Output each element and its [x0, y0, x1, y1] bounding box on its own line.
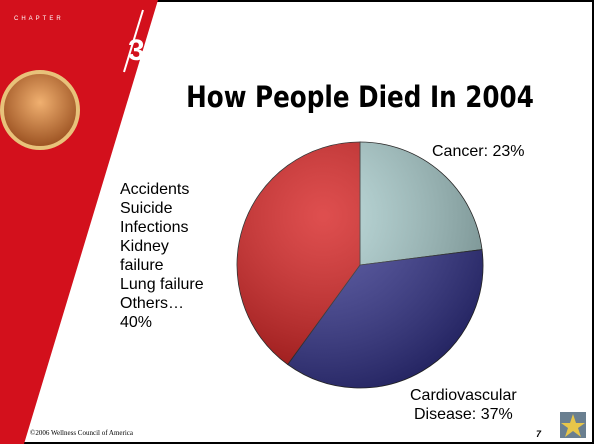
footer: ©2006 Wellness Council of America: [30, 429, 134, 437]
chapter-label: CHAPTER: [14, 16, 64, 22]
chart-title: How People Died In 2004: [186, 81, 534, 114]
page-number: 7: [536, 429, 542, 439]
band-line: [123, 9, 144, 73]
slice-label: Cancer: 23%: [432, 143, 525, 160]
slice-label: Cardiovascular Disease: 37%: [410, 387, 517, 423]
slice-label: Accidents Suicide Infections Kidney fail…: [120, 181, 204, 331]
pie: [236, 141, 484, 389]
logo: [560, 412, 586, 438]
portrait: [0, 70, 80, 150]
chapter-number: 3: [128, 34, 145, 67]
